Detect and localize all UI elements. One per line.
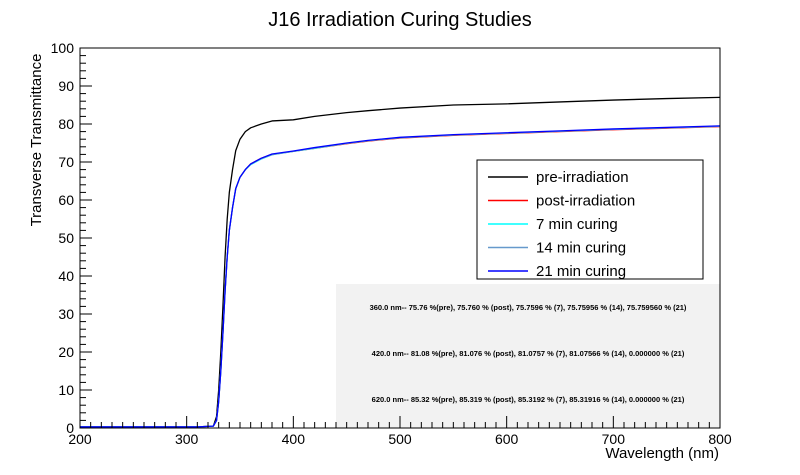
axes-layer: 200 300 400 500 600 700 800 0 10 20 30 40 50 60 70 80 90… bbox=[51, 40, 732, 447]
x-tick-label: 600 bbox=[495, 431, 519, 447]
y-tick-label: 40 bbox=[58, 268, 74, 284]
legend-label-7-min-curing: 7 min curing bbox=[536, 216, 618, 233]
x-tick-label: 700 bbox=[602, 431, 626, 447]
legend-label-21-min-curing: 21 min curing bbox=[536, 263, 626, 280]
y-tick-label: 30 bbox=[58, 306, 74, 322]
y-tick-label: 10 bbox=[58, 382, 74, 398]
y-tick-label: 90 bbox=[58, 78, 74, 94]
y-tick-label: 100 bbox=[51, 40, 75, 56]
y-tick-label: 60 bbox=[58, 192, 74, 208]
annotation-box-bg bbox=[336, 284, 720, 428]
annotation-box: 360.0 nm-- 75.76 %(pre), 75.760 % (post)… bbox=[336, 284, 720, 428]
y-tick-label: 50 bbox=[58, 230, 74, 246]
x-tick-label: 400 bbox=[282, 431, 306, 447]
annotation-360: 360.0 nm-- 75.76 %(pre), 75.760 % (post)… bbox=[370, 303, 687, 312]
legend: pre-irradiation post-irradiation 7 min cur… bbox=[476, 159, 704, 280]
legend-label-post-irradiation: post-irradiation bbox=[536, 193, 635, 210]
x-tick-label: 200 bbox=[68, 431, 92, 447]
y-tick-label: 70 bbox=[58, 154, 74, 170]
legend-box bbox=[476, 159, 704, 280]
x-tick-label: 500 bbox=[388, 431, 412, 447]
y-axis-label: Transverse Transmittance bbox=[28, 54, 45, 227]
annotation-620: 620.0 nm-- 85.32 %(pre), 85.319 % (post)… bbox=[372, 395, 685, 404]
series-line-21-min-curing bbox=[80, 125, 721, 428]
x-tick-label: 300 bbox=[175, 431, 199, 447]
y-tick-label: 80 bbox=[58, 116, 74, 132]
chart-title: J16 Irradiation Curing Studies bbox=[268, 9, 531, 31]
legend-label-pre-irradiation: pre-irradiation bbox=[536, 169, 629, 186]
series-layer bbox=[80, 96, 721, 428]
x-tick-label: 800 bbox=[708, 431, 732, 447]
y-tick-label: 20 bbox=[58, 344, 74, 360]
x-axis-label: Wavelength (nm) bbox=[605, 445, 719, 462]
annotation-420: 420.0 nm-- 81.08 %(pre), 81.076 % (post)… bbox=[372, 349, 685, 358]
series-line-pre-irradiation bbox=[80, 96, 721, 428]
y-tick-label: 0 bbox=[66, 420, 74, 436]
legend-label-14-min-curing: 14 min curing bbox=[536, 240, 626, 257]
